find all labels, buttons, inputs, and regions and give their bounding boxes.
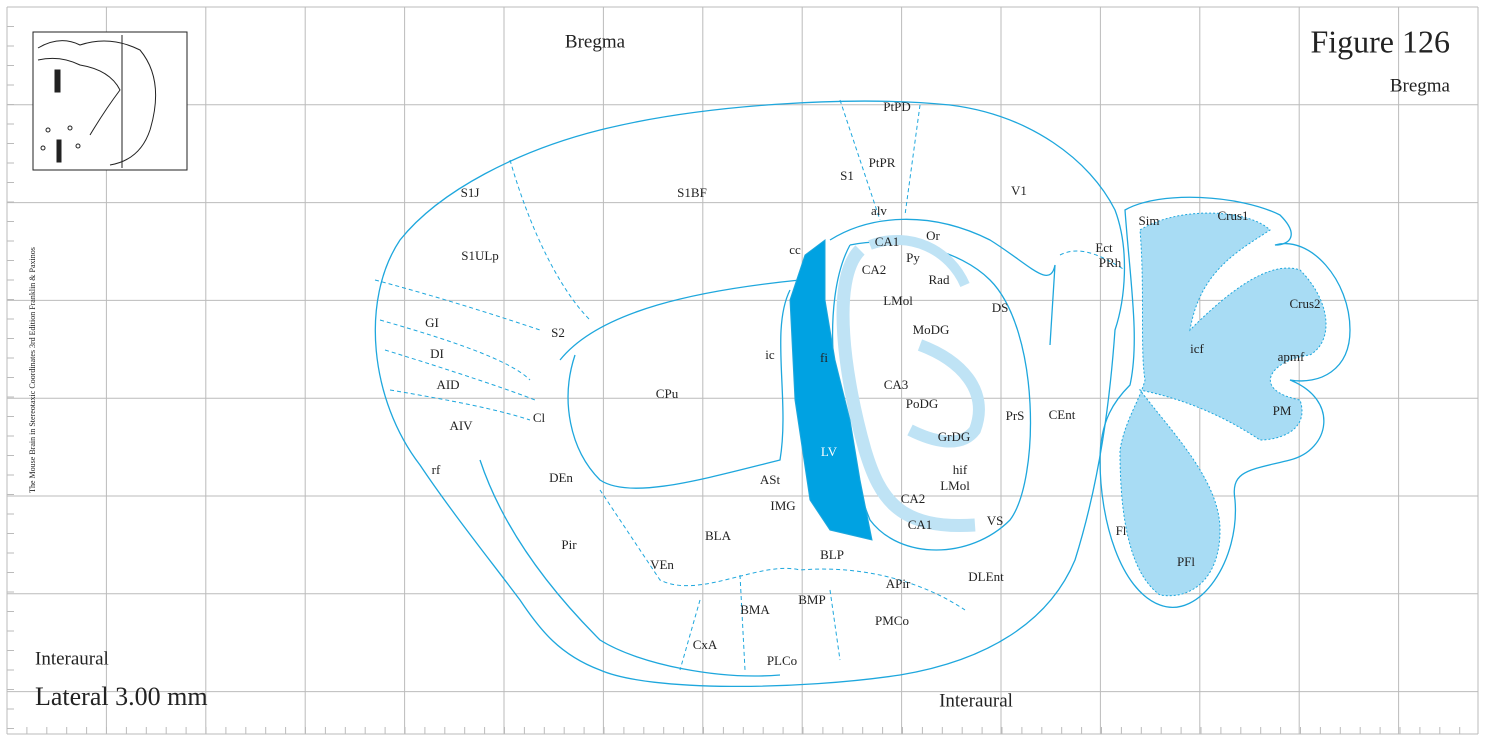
region-label: CA2 [901, 491, 926, 506]
region-label: Crus1 [1217, 208, 1248, 223]
region-label: rf [432, 462, 441, 477]
region-label: GI [425, 315, 439, 330]
region-label: AIV [449, 418, 473, 433]
region-label: PLCo [767, 653, 797, 668]
region-label: icf [1190, 341, 1204, 356]
region-label: IMG [770, 498, 795, 513]
region-label: Ect [1095, 240, 1113, 255]
region-label: VS [987, 513, 1004, 528]
thumbnail-drawing [37, 35, 157, 168]
region-label: CA2 [862, 262, 887, 277]
region-label: BLP [820, 547, 844, 562]
region-label: CA3 [884, 377, 909, 392]
region-label: Sim [1139, 213, 1160, 228]
region-label: Fl [1116, 523, 1127, 538]
region-label: ASt [760, 472, 781, 487]
interaural-left: Interaural [35, 648, 109, 669]
region-label: VEn [650, 557, 674, 572]
credit: The Mouse Brain in Stereotaxic Coordinat… [28, 247, 37, 493]
region-label: S1BF [677, 185, 707, 200]
region-label: Crus2 [1289, 296, 1320, 311]
region-label: GrDG [938, 429, 971, 444]
region-label: Py [906, 250, 920, 265]
region-label: S1ULp [461, 248, 499, 263]
region-label: DLEnt [968, 569, 1004, 584]
region-label: PtPR [869, 155, 896, 170]
bregma-top: Bregma [565, 31, 626, 52]
region-label: cc [789, 242, 801, 257]
region-label: DS [992, 300, 1009, 315]
region-label: V1 [1011, 183, 1027, 198]
region-label: Cl [533, 410, 546, 425]
region-label: apmf [1278, 349, 1305, 364]
region-label: CxA [693, 637, 718, 652]
lateral: Lateral 3.00 mm [35, 682, 208, 711]
region-label: BMA [740, 602, 770, 617]
region-label: fi [820, 350, 828, 365]
interaural-bottom: Interaural [939, 690, 1013, 711]
region-label: alv [871, 203, 887, 218]
figure-number: Figure 126 [1310, 23, 1450, 59]
region-label: Pir [561, 537, 577, 552]
region-label: PrS [1006, 408, 1025, 423]
region-label: MoDG [913, 322, 950, 337]
region-label: Rad [929, 272, 950, 287]
region-label: S1 [840, 168, 854, 183]
region-label: AID [436, 377, 459, 392]
region-label: hif [953, 462, 968, 477]
region-label: PtPD [883, 99, 910, 114]
region-label: PFl [1177, 554, 1195, 569]
cerebellum [1099, 196, 1351, 608]
region-label: PM [1273, 403, 1292, 418]
region-label: BMP [798, 592, 825, 607]
region-label: ic [765, 347, 775, 362]
region-label: BLA [705, 528, 732, 543]
region-label: LMol [940, 478, 970, 493]
region-label: CA1 [908, 517, 933, 532]
region-label: S2 [551, 325, 565, 340]
region-label: APir [886, 576, 911, 591]
lateral-ventricle [789, 239, 873, 541]
thumbnail [32, 31, 188, 171]
region-label: CPu [656, 386, 679, 401]
hippocampus [836, 235, 985, 533]
region-label: CA1 [875, 234, 900, 249]
region-label: DEn [549, 470, 573, 485]
region-label: PMCo [875, 613, 909, 628]
labels: S1J S1BF S1 PtPD PtPR V1 alv S1ULp cc CA1 Or Py CA2 R… [425, 99, 1320, 668]
region-label: CEnt [1049, 407, 1076, 422]
region-label: LV [821, 444, 838, 459]
region-label: PoDG [906, 396, 939, 411]
region-label: S1J [461, 185, 480, 200]
region-label: LMol [883, 293, 913, 308]
bregma-right: Bregma [1390, 75, 1451, 96]
region-label: PRh [1099, 255, 1122, 270]
region-label: Or [926, 228, 940, 243]
region-label: DI [430, 346, 444, 361]
